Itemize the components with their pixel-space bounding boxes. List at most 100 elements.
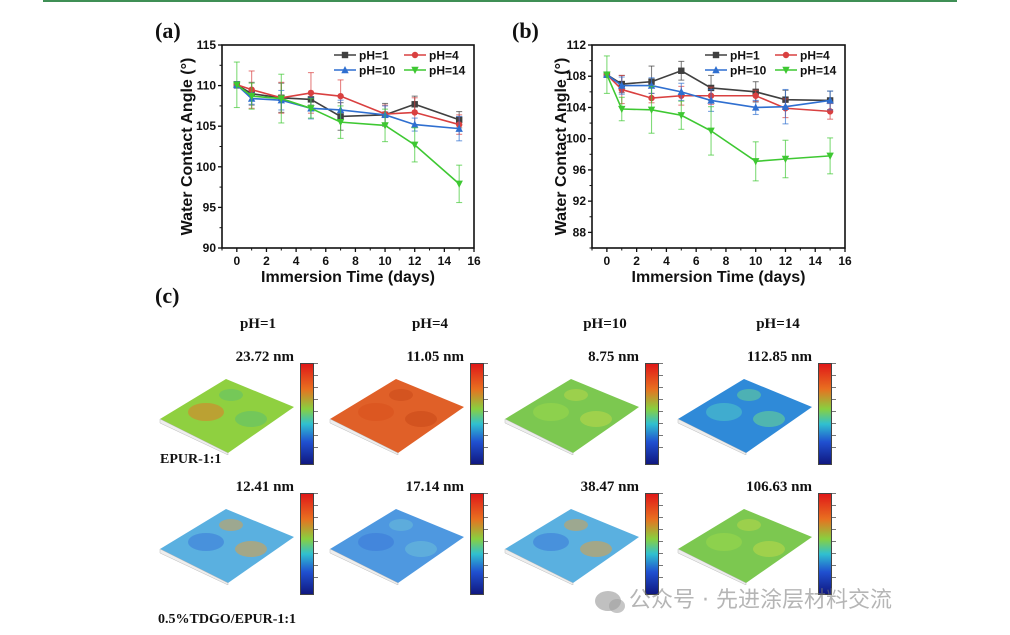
surface-feature — [405, 541, 437, 557]
surface — [505, 509, 639, 583]
data-point — [341, 66, 349, 74]
data-point — [618, 81, 626, 89]
y-tick-label: 105 — [196, 119, 216, 133]
surface-feature — [188, 403, 224, 421]
legend-label: pH=4 — [800, 49, 830, 63]
surface-base — [504, 548, 574, 585]
y-tick-label: 95 — [203, 200, 217, 214]
x-tick-label: 0 — [604, 254, 611, 268]
afm-row-label: 0.5%TDGO/EPUR-1:1 — [158, 612, 297, 627]
data-point — [411, 109, 418, 116]
surface-base — [677, 418, 747, 455]
data-point — [618, 105, 626, 114]
data-point — [781, 102, 790, 110]
roughness-value: 106.63 nm — [746, 479, 812, 495]
afm-image: 8.75 nm — [495, 345, 675, 465]
afm-image: 112.85 nm — [668, 345, 848, 465]
legend-item: pH=14 — [775, 64, 837, 78]
surface-base — [159, 548, 229, 585]
color-scale-ticks — [484, 493, 496, 593]
surface-feature — [706, 533, 742, 551]
data-point — [341, 51, 349, 59]
legend-label: pH=4 — [429, 49, 459, 63]
surface-feature — [533, 403, 569, 421]
afm-image: 38.47 nm — [495, 475, 675, 595]
x-tick-label: 10 — [749, 254, 763, 268]
x-tick-label: 2 — [633, 254, 640, 268]
data-point — [678, 67, 685, 74]
data-point — [411, 51, 419, 59]
data-point — [336, 118, 345, 127]
surface-feature — [235, 411, 267, 427]
color-scale-bar — [470, 493, 484, 595]
roughness-value: 23.72 nm — [235, 349, 294, 365]
panel-label-b: (b) — [512, 18, 539, 43]
surface-feature — [219, 389, 243, 401]
legend-item: pH=14 — [404, 64, 466, 78]
surface-feature — [564, 519, 588, 531]
afm-column-title: pH=4 — [411, 316, 449, 332]
legend-label: pH=1 — [730, 49, 760, 63]
data-point — [712, 66, 720, 74]
y-tick-label: 92 — [573, 194, 587, 208]
afm-surface-plot — [329, 379, 464, 455]
afm-image: 23.72 nm — [150, 345, 330, 465]
watermark: 公众号 · 先进涂层材料交流 — [595, 582, 892, 614]
wechat-icon — [595, 591, 625, 613]
x-tick-label: 12 — [408, 254, 422, 268]
color-scale-ticks — [832, 493, 844, 593]
color-scale-ticks — [314, 493, 326, 593]
surface-feature — [219, 519, 243, 531]
color-scale-bar — [818, 493, 832, 595]
surface-feature — [753, 541, 785, 557]
y-tick-label: 115 — [197, 38, 217, 52]
y-tick-label: 112 — [567, 38, 587, 52]
x-tick-label: 8 — [352, 254, 359, 268]
data-point — [455, 180, 463, 188]
data-point — [411, 66, 419, 74]
x-tick-label: 6 — [322, 254, 329, 268]
legend-label: pH=1 — [359, 49, 389, 63]
data-point — [782, 51, 790, 59]
legend-item: pH=1 — [705, 49, 760, 63]
surface — [330, 379, 464, 453]
x-tick-label: 2 — [263, 254, 270, 268]
surface — [505, 379, 639, 453]
x-tick-label: 14 — [809, 254, 823, 268]
data-point — [411, 141, 419, 149]
y-tick-label: 100 — [566, 132, 586, 146]
data-point — [647, 106, 656, 114]
surface-feature — [389, 389, 413, 401]
legend-item: pH=4 — [775, 49, 830, 63]
series-line — [606, 74, 831, 109]
surface-feature — [580, 541, 612, 557]
color-scale-bar — [470, 363, 484, 465]
data-point — [707, 127, 715, 135]
surface — [160, 509, 294, 583]
legend: pH=1 pH=4 pH=10 pH=14 — [334, 49, 466, 78]
color-scale-ticks — [832, 363, 844, 463]
surface-feature — [753, 411, 785, 427]
surface-base — [159, 418, 229, 455]
x-tick-label: 0 — [233, 254, 240, 268]
surface-feature — [706, 403, 742, 421]
data-point — [752, 103, 760, 111]
data-point — [411, 120, 419, 128]
x-axis-label: Immersion Time (days) — [632, 269, 806, 286]
y-tick-label: 110 — [197, 79, 217, 93]
afm-row-label: EPUR-1:1 — [160, 452, 222, 467]
surface-feature — [358, 533, 394, 551]
data-point — [826, 96, 834, 104]
roughness-value: 11.05 nm — [406, 349, 464, 365]
series-line — [236, 84, 460, 185]
data-point — [782, 66, 790, 74]
afm-surface-plot — [677, 379, 812, 455]
surface-feature — [533, 533, 569, 551]
data-point — [752, 92, 759, 99]
surface — [678, 379, 812, 453]
legend-label: pH=14 — [800, 64, 837, 78]
roughness-value: 12.41 nm — [235, 479, 294, 495]
surface-feature — [737, 519, 761, 531]
color-scale-ticks — [314, 363, 326, 463]
series-line — [606, 74, 831, 163]
